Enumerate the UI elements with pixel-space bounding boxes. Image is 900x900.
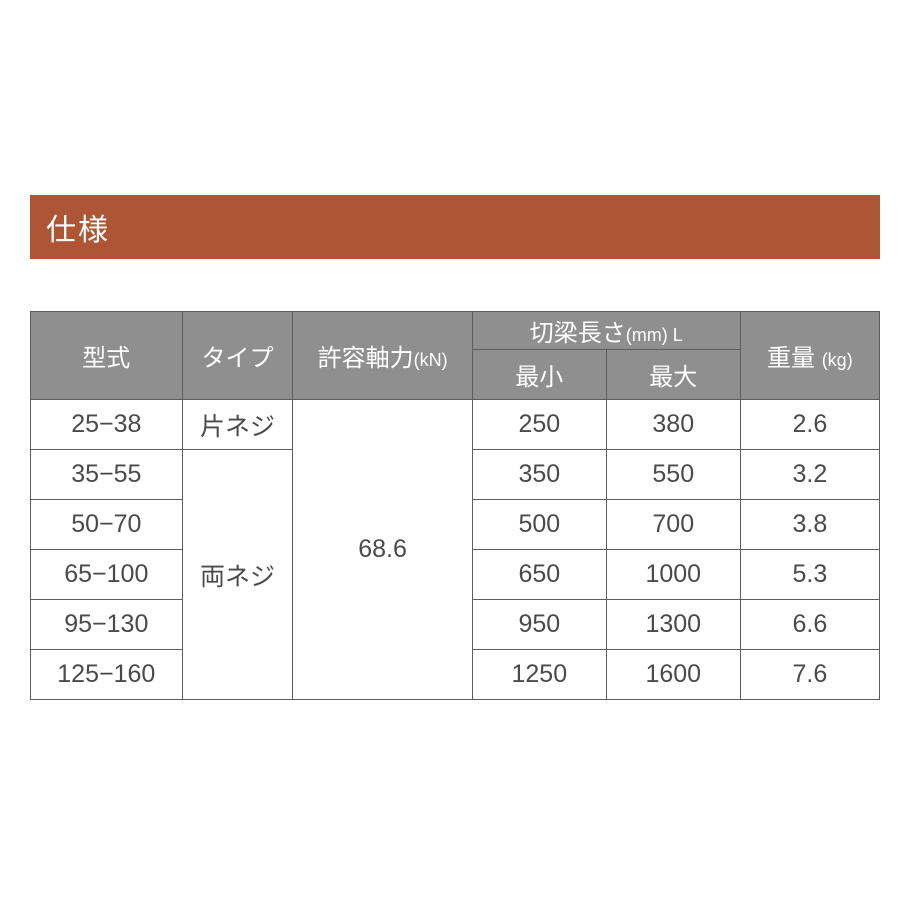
cell-max: 1300 <box>606 600 740 650</box>
cell-model: 125−160 <box>31 650 183 700</box>
cell-max: 1000 <box>606 550 740 600</box>
th-force-unit: (kN) <box>414 350 448 370</box>
cell-weight: 3.8 <box>740 500 879 550</box>
cell-min: 350 <box>472 450 606 500</box>
th-force-label: 許容軸力 <box>318 345 414 372</box>
cell-min: 950 <box>472 600 606 650</box>
th-length-label: 切梁長さ <box>530 320 626 347</box>
cell-model: 25−38 <box>31 400 183 450</box>
cell-weight: 2.6 <box>740 400 879 450</box>
th-weight-unit: (kg) <box>822 350 853 370</box>
cell-min: 500 <box>472 500 606 550</box>
cell-weight: 3.2 <box>740 450 879 500</box>
th-weight: 重量 (kg) <box>740 312 879 400</box>
cell-max: 1600 <box>606 650 740 700</box>
cell-model: 65−100 <box>31 550 183 600</box>
cell-type-double: 両ネジ <box>182 450 293 700</box>
cell-weight: 7.6 <box>740 650 879 700</box>
cell-min: 1250 <box>472 650 606 700</box>
cell-model: 50−70 <box>31 500 183 550</box>
cell-max: 380 <box>606 400 740 450</box>
cell-model: 35−55 <box>31 450 183 500</box>
cell-min: 250 <box>472 400 606 450</box>
cell-max: 700 <box>606 500 740 550</box>
section-title: 仕様 <box>30 195 880 259</box>
th-min: 最小 <box>472 350 606 400</box>
th-model: 型式 <box>31 312 183 400</box>
spec-table: 型式 タイプ 許容軸力(kN) 切梁長さ(mm) L 重量 (kg) 最小 最大… <box>30 311 880 700</box>
cell-min: 650 <box>472 550 606 600</box>
cell-type-single: 片ネジ <box>182 400 293 450</box>
th-force: 許容軸力(kN) <box>293 312 473 400</box>
th-type: タイプ <box>182 312 293 400</box>
th-weight-label: 重量 <box>767 345 815 372</box>
cell-force: 68.6 <box>293 400 473 700</box>
th-max: 最大 <box>606 350 740 400</box>
cell-max: 550 <box>606 450 740 500</box>
th-length: 切梁長さ(mm) L <box>472 312 740 350</box>
th-length-unit: (mm) L <box>626 325 683 345</box>
table-row: 25−38 片ネジ 68.6 250 380 2.6 <box>31 400 880 450</box>
cell-model: 95−130 <box>31 600 183 650</box>
cell-weight: 5.3 <box>740 550 879 600</box>
cell-weight: 6.6 <box>740 600 879 650</box>
